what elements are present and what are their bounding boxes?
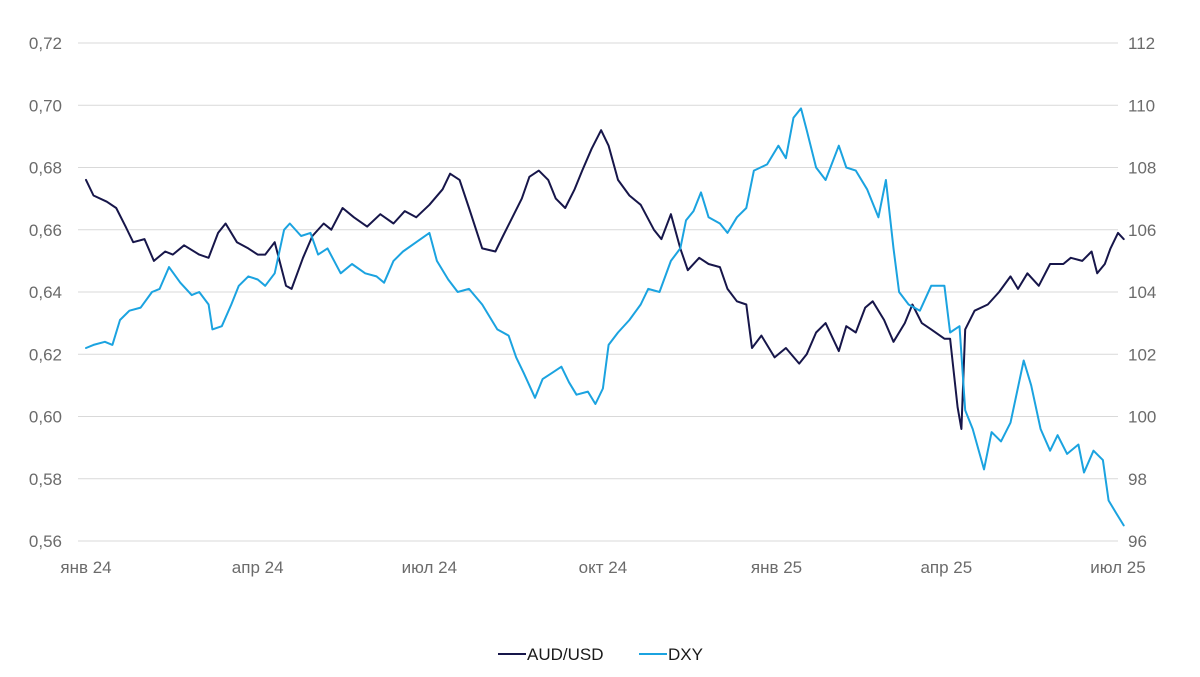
left-y-tick-label: 0,56 xyxy=(29,532,62,551)
x-tick-label: июл 25 xyxy=(1090,558,1145,577)
legend-item: AUD/USD xyxy=(498,645,604,664)
legend-label: AUD/USD xyxy=(527,645,604,664)
right-y-tick-label: 106 xyxy=(1128,221,1156,240)
x-axis: янв 24 апр 24 июл 24 окт 24 янв 25 апр 25 июл … xyxy=(60,558,1145,577)
x-tick-label: янв 24 xyxy=(60,558,111,577)
legend-item: DXY xyxy=(639,645,703,664)
left-y-tick-label: 0,60 xyxy=(29,408,62,427)
right-y-axis: 96 98 100 102 104 106 108 110 112 xyxy=(1128,34,1156,551)
left-y-tick-label: 0,72 xyxy=(29,34,62,53)
left-y-tick-label: 0,70 xyxy=(29,96,62,115)
right-y-tick-label: 96 xyxy=(1128,532,1147,551)
legend: AUD/USD DXY xyxy=(498,645,703,664)
right-y-tick-label: 100 xyxy=(1128,408,1156,427)
left-y-tick-label: 0,68 xyxy=(29,159,62,178)
right-y-tick-label: 112 xyxy=(1128,34,1155,53)
left-y-tick-label: 0,58 xyxy=(29,470,62,489)
series-line-dxy xyxy=(85,107,1125,527)
left-y-tick-label: 0,64 xyxy=(29,283,62,302)
x-tick-label: апр 25 xyxy=(920,558,972,577)
x-tick-label: янв 25 xyxy=(751,558,802,577)
right-y-tick-label: 110 xyxy=(1128,96,1155,115)
series-line-aud-usd xyxy=(85,129,1125,430)
gridlines xyxy=(78,42,1118,542)
x-tick-label: окт 24 xyxy=(579,558,628,577)
right-y-tick-label: 102 xyxy=(1128,345,1156,364)
left-y-axis: 0,56 0,58 0,60 0,62 0,64 0,66 0,68 0,70 0,72 xyxy=(29,34,62,551)
right-y-tick-label: 104 xyxy=(1128,283,1156,302)
series-lines xyxy=(85,107,1125,527)
right-y-tick-label: 98 xyxy=(1128,470,1147,489)
x-tick-label: июл 24 xyxy=(402,558,457,577)
x-tick-label: апр 24 xyxy=(232,558,284,577)
legend-label: DXY xyxy=(668,645,703,664)
left-y-tick-label: 0,66 xyxy=(29,221,62,240)
right-y-tick-label: 108 xyxy=(1128,159,1156,178)
left-y-tick-label: 0,62 xyxy=(29,345,62,364)
